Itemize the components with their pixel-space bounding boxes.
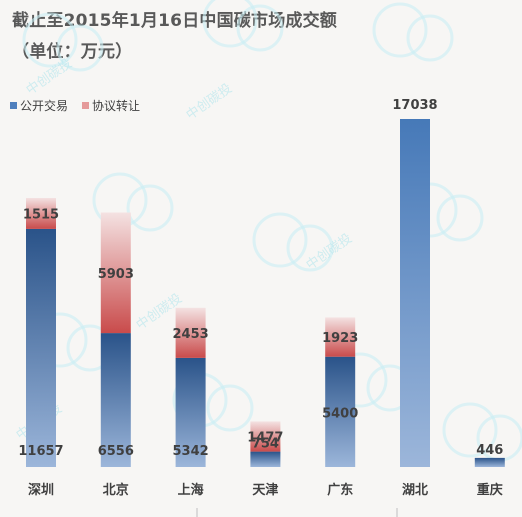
legend-label-open: 公开交易 [20,99,69,113]
bar-open-5 [400,119,430,467]
bar-agreement-2 [175,307,206,358]
value-label-open-6: 446 [476,443,503,458]
bar-open-3 [250,451,281,467]
bar-agreement-4 [325,317,356,357]
bar-open-6 [474,457,505,467]
category-label-5: 湖北 [402,483,428,498]
watermark-circle [286,224,334,272]
value-label-agreement-4: 1923 [322,331,358,346]
bar-open-0 [26,228,56,467]
bar-open-2 [175,357,206,467]
legend-item-open: 公开交易 [10,97,68,114]
value-label-agreement-0: 1515 [23,207,59,222]
watermark-circle [236,4,284,52]
category-label-3: 天津 [252,482,278,498]
category-label-1: 北京 [103,482,129,498]
category-label-0: 深圳 [28,482,54,498]
legend-swatch-agreement [82,102,90,109]
value-label-agreement-2: 2453 [173,327,209,342]
value-label-open-5: 17038 [392,98,437,113]
value-label-open-0: 11657 [18,444,63,459]
watermark-circle [22,12,78,68]
bars-layer [26,119,505,467]
value-label-open-2: 5342 [173,444,209,459]
watermark-layer: 中创碳投中创碳投中创碳投中创碳投中创碳投 [13,0,522,462]
legend-item-agreement: 协议转让 [82,97,140,114]
watermark-circle [406,14,454,62]
watermark-circle [56,24,104,72]
bar-open-4 [325,356,356,467]
watermark-circle [372,2,428,58]
bar-agreement-0 [26,197,56,229]
category-label-6: 重庆 [477,482,503,498]
watermark-circle [202,0,258,48]
watermark-circle [436,194,484,242]
watermark-text: 中创碳投 [183,80,235,123]
watermark-circle [252,212,308,268]
legend-swatch-open [10,102,17,109]
chart-legend: 公开交易 协议转让 [10,97,140,114]
watermark-circle [126,184,174,232]
value-label-agreement-1: 5903 [98,267,134,282]
legend-label-agreement: 协议转让 [92,99,141,113]
value-label-open-4: 5400 [322,406,358,421]
watermark-text: 中创碳投 [23,55,75,98]
value-label-open-1: 6556 [98,444,134,459]
watermark-circle [206,384,254,432]
category-label-2: 上海 [178,482,204,498]
value-label-open-3: 754 [252,437,279,452]
bar-agreement-1 [100,212,131,334]
bar-agreement-3 [250,421,281,452]
category-label-4: 广东 [327,482,353,498]
value-label-agreement-3: 1477 [247,431,283,446]
watermark-circle [442,402,498,458]
bar-open-1 [100,333,131,467]
